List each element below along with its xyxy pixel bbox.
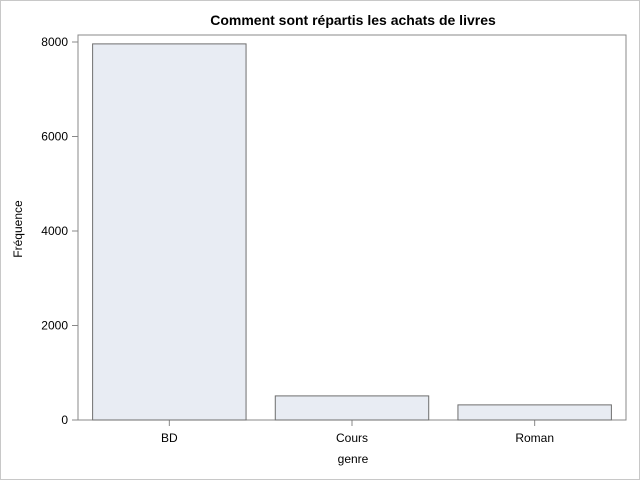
y-axis: 0 2000 4000 6000 8000 (41, 35, 78, 427)
y-tick-label: 6000 (41, 130, 68, 144)
x-tick-label: BD (161, 431, 178, 445)
bar-bd (92, 43, 247, 421)
bar-roman (457, 404, 612, 421)
x-tick-label: Cours (336, 431, 368, 445)
y-tick-label: 2000 (41, 319, 68, 333)
y-axis-label: Fréquence (11, 200, 25, 258)
y-tick-label: 4000 (41, 224, 68, 238)
chart-title: Comment sont répartis les achats de livr… (210, 12, 496, 28)
y-tick-label: 8000 (41, 35, 68, 49)
bar-cours (274, 395, 430, 421)
x-axis: BD Cours Roman (161, 420, 554, 445)
y-tick-label: 0 (61, 413, 68, 427)
x-tick-label: Roman (515, 431, 554, 445)
bars (92, 43, 612, 421)
x-axis-label: genre (338, 452, 369, 466)
